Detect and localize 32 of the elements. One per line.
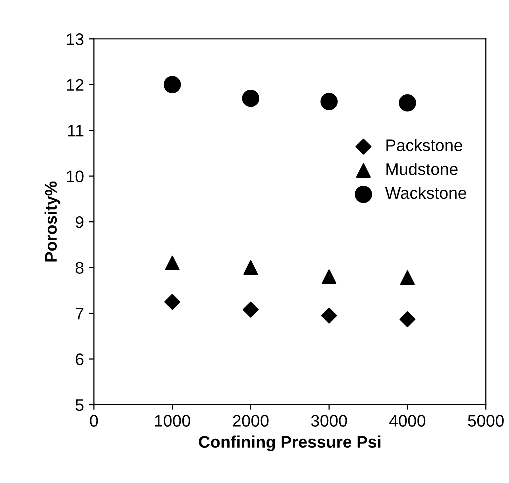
y-tick-label: 10 bbox=[67, 170, 84, 183]
point bbox=[400, 311, 416, 328]
x-axis-title: Confining Pressure Psi bbox=[199, 436, 381, 452]
legend-label: Mudstone bbox=[386, 163, 458, 176]
point bbox=[322, 270, 337, 284]
point bbox=[399, 94, 416, 112]
y-tick-label: 9 bbox=[76, 216, 84, 228]
x-tick-label: 5000 bbox=[468, 415, 504, 427]
x-tick-label: 2000 bbox=[233, 415, 269, 427]
x-tick-label: 1000 bbox=[155, 415, 190, 427]
point bbox=[164, 294, 181, 310]
y-axis-title: Porosity% bbox=[44, 182, 60, 262]
legend-label: Wackstone bbox=[385, 186, 466, 200]
x-tick-label: 3000 bbox=[311, 415, 348, 427]
y-tick-label: 12 bbox=[67, 79, 84, 91]
x-tick-label: 4000 bbox=[390, 415, 426, 427]
y-tick-label: 6 bbox=[76, 354, 84, 366]
point bbox=[244, 260, 258, 276]
y-tick-label: 13 bbox=[67, 34, 84, 46]
point bbox=[242, 90, 260, 108]
point bbox=[320, 93, 338, 110]
y-tick-label: 11 bbox=[68, 125, 84, 137]
point bbox=[400, 270, 415, 286]
y-tick-label: 8 bbox=[76, 262, 84, 274]
point bbox=[242, 302, 259, 318]
point bbox=[321, 308, 338, 324]
point bbox=[164, 76, 182, 94]
x-tick-label: 0 bbox=[90, 415, 98, 427]
y-tick-label: 5 bbox=[76, 400, 84, 412]
point bbox=[165, 256, 180, 271]
legend-label: Packstone bbox=[386, 139, 462, 152]
y-tick-label: 7 bbox=[76, 308, 84, 320]
